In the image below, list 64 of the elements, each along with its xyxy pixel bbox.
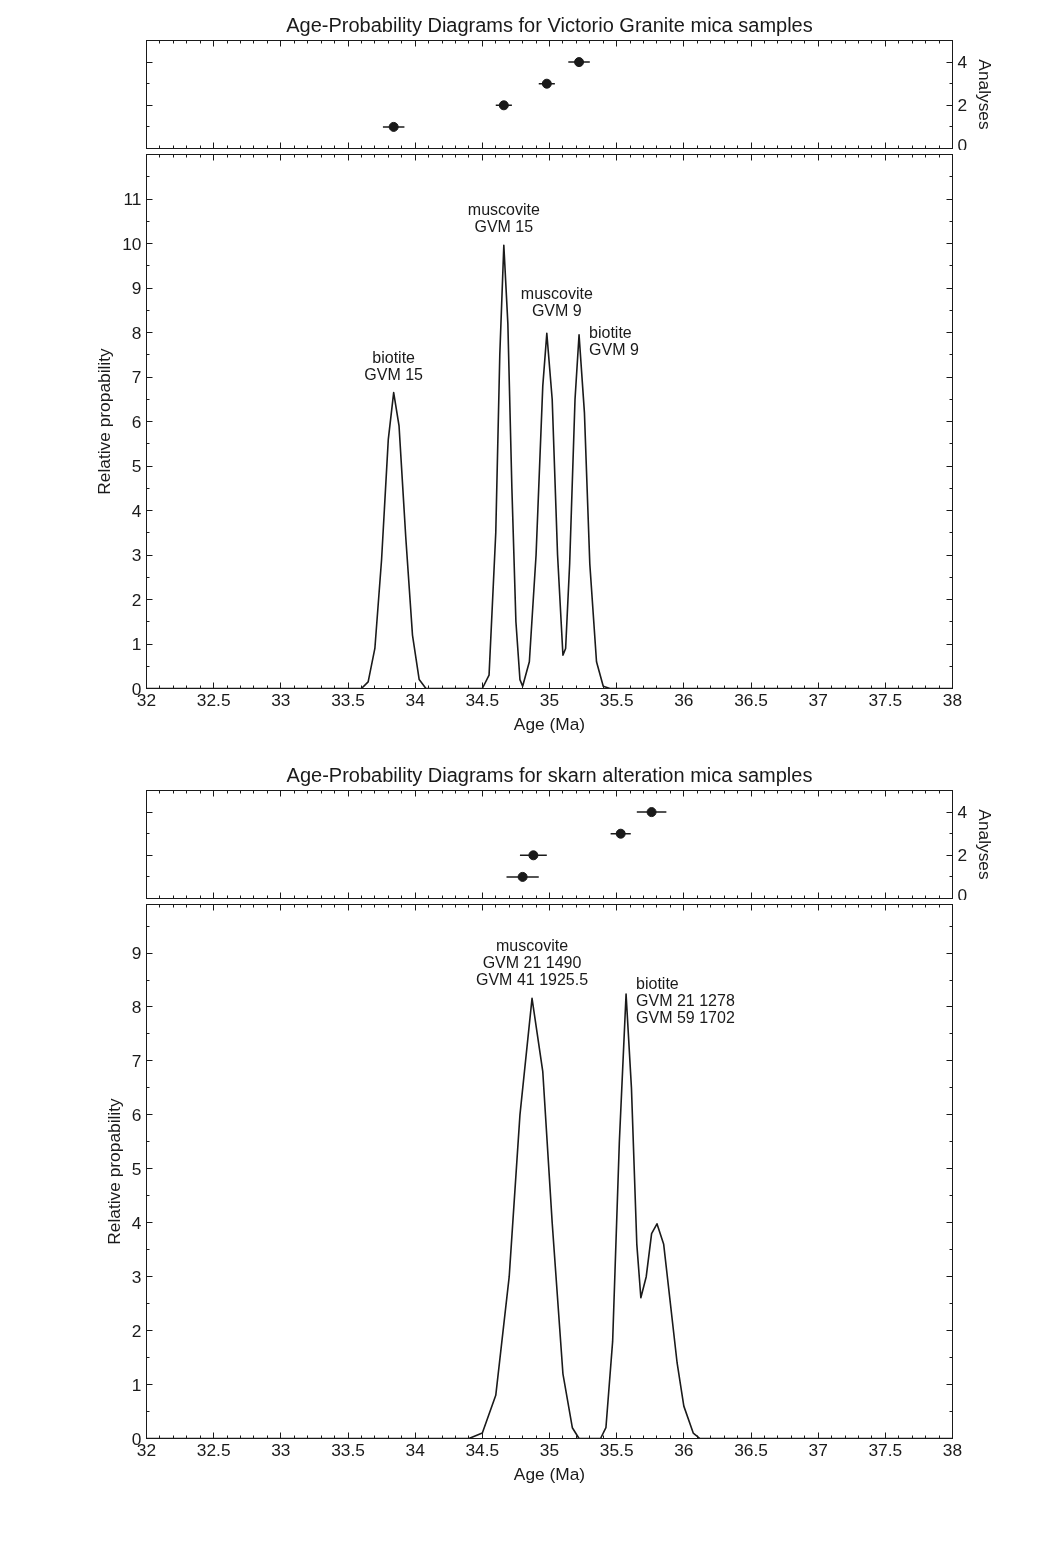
x-tick-label: 34.5	[465, 689, 500, 710]
x-tick-label: 32.5	[196, 689, 231, 710]
chart-title: Age-Probability Diagrams for skarn alteration mica samples	[286, 763, 813, 786]
y-axis-title: Analyses	[975, 59, 996, 130]
chart-title: Age-Probability Diagrams for Victorio Granite mica samples	[286, 13, 813, 36]
y-tick-label: 9	[131, 278, 142, 298]
y-tick-label: 8	[131, 996, 142, 1017]
annotation: muscovite GVM 9	[520, 285, 593, 320]
x-tick-label: 35	[539, 1439, 560, 1460]
x-axis-title: Age (Ma)	[513, 713, 586, 734]
y-tick-label: 0	[957, 884, 968, 905]
x-tick-label: 35.5	[599, 1439, 634, 1460]
x-tick-label: 34	[405, 689, 426, 710]
x-tick-label: 34	[405, 1439, 426, 1460]
y-axis-title: Relative propability	[103, 1097, 124, 1245]
y-tick-label: 3	[131, 1266, 142, 1287]
x-tick-label: 36.5	[734, 689, 768, 710]
y-tick-label: 8	[131, 322, 142, 343]
x-axis-title: Age (Ma)	[513, 1463, 586, 1484]
x-tick-label: 38	[942, 1439, 963, 1460]
y-tick-label: 4	[957, 802, 968, 823]
y-tick-label: 6	[131, 411, 142, 432]
y-axis-title: Analyses	[975, 809, 996, 880]
y-tick-label: 1	[131, 1374, 142, 1395]
y-tick-label: 9	[131, 943, 142, 964]
y-tick-label: 5	[131, 456, 142, 476]
y-tick-label: 6	[131, 1104, 142, 1125]
y-tick-label: 4	[131, 1212, 142, 1233]
y-tick-label: 10	[122, 233, 142, 254]
y-tick-label: 11	[123, 189, 142, 209]
annotation: muscovite GVM 15	[467, 201, 540, 236]
x-tick-label: 35	[539, 689, 560, 710]
y-tick-label: 4	[957, 52, 968, 73]
y-tick-label: 2	[957, 95, 968, 116]
y-tick-label: 3	[131, 545, 142, 565]
x-tick-label: 33.5	[331, 689, 365, 710]
x-tick-label: 34.5	[465, 1439, 500, 1460]
annotation: biotite GVM 15	[364, 348, 424, 383]
x-tick-label: 36	[674, 1439, 694, 1460]
x-tick-label: 32.5	[196, 1439, 231, 1460]
y-tick-label: 0	[957, 134, 968, 155]
x-tick-label: 37	[808, 689, 828, 710]
x-tick-label: 36	[674, 689, 694, 710]
annotation: muscovite GVM 21 1490 GVM 41 1925.5	[476, 937, 589, 989]
y-axis-title: Relative propability	[94, 347, 115, 495]
x-tick-label: 33	[271, 689, 291, 710]
annotation: biotite GVM 21 1278 GVM 59 1702	[636, 974, 735, 1026]
y-tick-label: 2	[957, 845, 968, 866]
y-tick-label: 5	[131, 1158, 142, 1179]
y-tick-label: 2	[131, 589, 142, 610]
x-tick-label: 33	[271, 1439, 291, 1460]
annotation: biotite GVM 9	[589, 323, 639, 358]
y-tick-label: 2	[131, 1320, 142, 1341]
y-tick-label: 7	[131, 367, 142, 387]
x-tick-label: 38	[942, 689, 963, 710]
x-tick-label: 37.5	[868, 1439, 903, 1460]
x-tick-label: 33.5	[331, 1439, 365, 1460]
y-tick-label: 1	[131, 634, 142, 654]
y-tick-label: 4	[131, 500, 142, 521]
x-tick-label: 37	[808, 1439, 828, 1460]
x-tick-label: 35.5	[599, 689, 634, 710]
x-tick-label: 37.5	[868, 689, 903, 710]
x-tick-label: 36.5	[734, 1439, 768, 1460]
y-tick-label: 7	[131, 1050, 142, 1071]
